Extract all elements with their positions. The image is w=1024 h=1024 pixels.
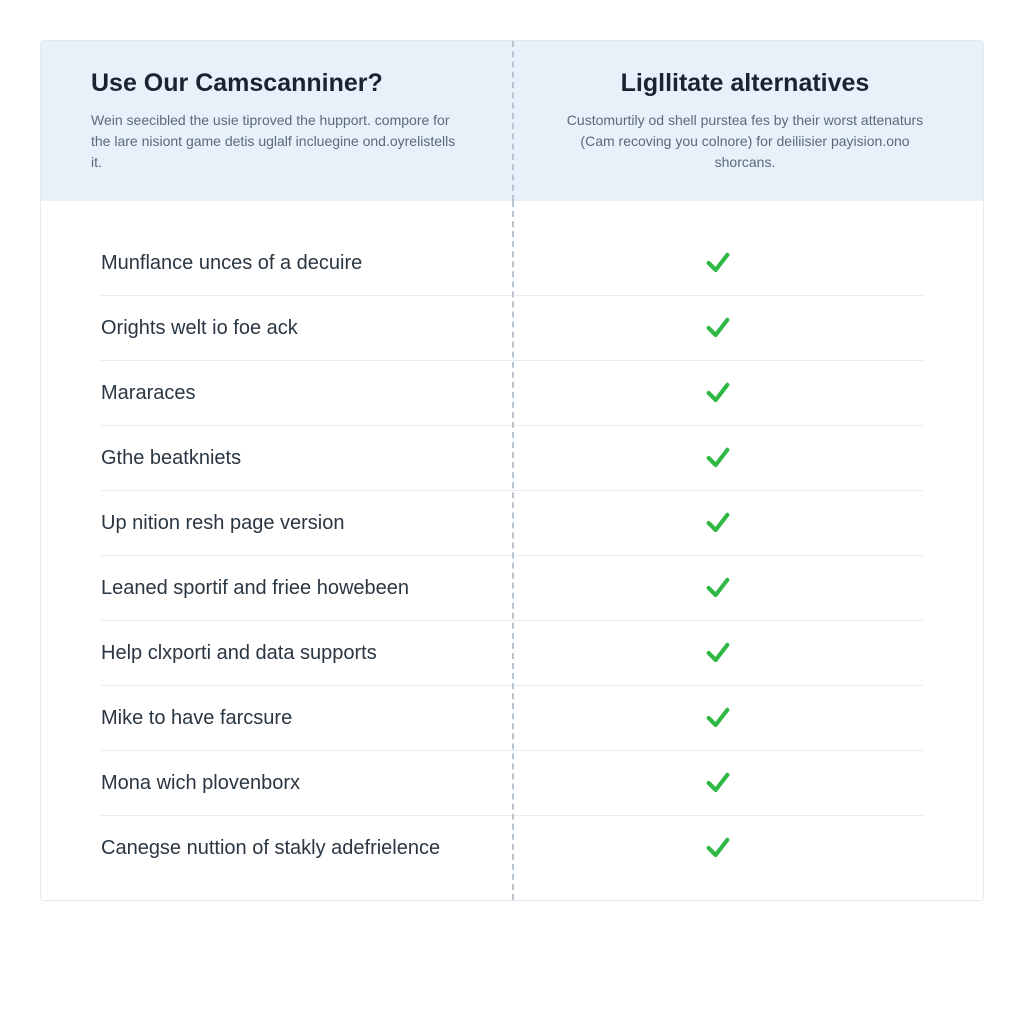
check-icon — [704, 509, 732, 537]
feature-check-cell — [512, 314, 923, 342]
feature-label: Munflance unces of a decuire — [101, 252, 512, 275]
right-column-title: Ligllitate alternatives — [557, 69, 933, 98]
check-icon — [704, 379, 732, 407]
feature-label: Up nition resh page version — [101, 512, 512, 535]
check-icon — [704, 639, 732, 667]
feature-check-cell — [512, 509, 923, 537]
feature-check-cell — [512, 704, 923, 732]
feature-label: Canegse nuttion of stakly adefrielence — [101, 837, 512, 860]
check-icon — [704, 834, 732, 862]
feature-label: Help clxporti and data supports — [101, 642, 512, 665]
comparison-table: Use Our Camscanniner? Wein seecibled the… — [40, 40, 984, 901]
feature-label: Orights welt io foe ack — [101, 317, 512, 340]
features-body: Munflance unces of a decuire Orights welt… — [41, 201, 983, 900]
right-column-description: Customurtily od shell purstea fes by the… — [557, 110, 933, 173]
feature-label: Gthe beatkniets — [101, 447, 512, 470]
check-icon — [704, 704, 732, 732]
check-icon — [704, 249, 732, 277]
left-column-description: Wein seecibled the usie tiproved the hup… — [91, 110, 467, 173]
feature-check-cell — [512, 639, 923, 667]
feature-check-cell — [512, 444, 923, 472]
left-column-title: Use Our Camscanniner? — [91, 69, 467, 98]
feature-label: Mike to have farcsure — [101, 707, 512, 730]
check-icon — [704, 314, 732, 342]
header-right-column: Ligllitate alternatives Customurtily od … — [512, 41, 983, 201]
feature-check-cell — [512, 769, 923, 797]
feature-label: Mona wich plovenborx — [101, 772, 512, 795]
check-icon — [704, 574, 732, 602]
body-divider — [512, 201, 514, 900]
header-left-column: Use Our Camscanniner? Wein seecibled the… — [41, 41, 512, 201]
check-icon — [704, 769, 732, 797]
feature-check-cell — [512, 249, 923, 277]
header-row: Use Our Camscanniner? Wein seecibled the… — [41, 41, 983, 201]
feature-label: Mararaces — [101, 382, 512, 405]
feature-check-cell — [512, 574, 923, 602]
header-divider — [512, 41, 514, 201]
feature-label: Leaned sportif and friee howebeen — [101, 577, 512, 600]
feature-check-cell — [512, 834, 923, 862]
feature-check-cell — [512, 379, 923, 407]
check-icon — [704, 444, 732, 472]
